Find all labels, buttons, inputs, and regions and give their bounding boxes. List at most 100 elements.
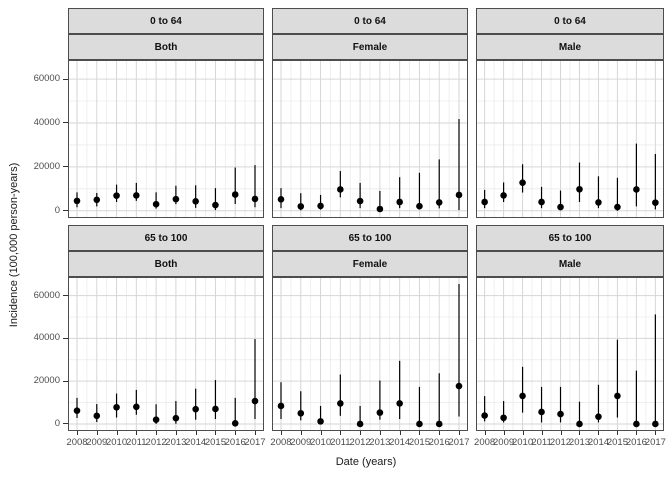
pointrange-2015 xyxy=(416,172,423,210)
point-estimate xyxy=(212,405,219,413)
x-tick-mark xyxy=(360,431,362,435)
x-tick-mark xyxy=(379,431,381,435)
point-estimate xyxy=(633,186,640,193)
x-tick-label: 2010 xyxy=(511,437,534,448)
x-tick-label: 2008 xyxy=(66,437,88,448)
strip-sex-female: Female xyxy=(272,251,468,277)
x-tick-mark xyxy=(598,431,600,435)
x-tick-mark xyxy=(255,431,256,435)
point-estimate xyxy=(317,418,324,425)
strip-sex-label: Male xyxy=(558,41,582,53)
pointrange-2013 xyxy=(172,401,180,424)
x-tick-label: 2012 xyxy=(549,437,572,448)
point-estimate xyxy=(93,412,101,420)
pointrange-series xyxy=(277,284,463,428)
strip-age-65-to-100: 65 to 100 xyxy=(272,225,468,251)
x-tick-mark xyxy=(503,431,505,435)
point-estimate xyxy=(133,403,140,411)
pointrange-series xyxy=(73,165,259,211)
x-tick-label: 2013 xyxy=(165,437,187,448)
pointrange-2013 xyxy=(576,401,583,428)
point-estimate xyxy=(172,195,180,203)
x-tick-label: 2013 xyxy=(568,437,591,448)
facet-panel-65-to-100-both xyxy=(68,277,264,431)
strip-age-label: 0 to 64 xyxy=(354,15,386,27)
point-estimate xyxy=(595,199,602,206)
pointrange-2013 xyxy=(172,185,180,205)
point-estimate xyxy=(416,202,423,210)
strip-sex-label: Both xyxy=(154,41,178,53)
pointrange-2011 xyxy=(538,186,545,209)
point-estimate xyxy=(113,192,120,199)
x-tick-label: 2010 xyxy=(105,437,128,448)
pointrange-2015 xyxy=(212,188,219,211)
x-tick-mark xyxy=(579,431,581,435)
pointrange-series xyxy=(73,339,259,427)
x-tick-label: 2016 xyxy=(428,437,450,448)
x-tick-label: 2011 xyxy=(126,437,147,448)
pointrange-2016 xyxy=(231,167,239,204)
y-tick-mark xyxy=(63,166,68,168)
pointrange-2017 xyxy=(455,284,463,417)
panel-border xyxy=(476,277,664,431)
pointrange-2012 xyxy=(356,405,364,428)
point-estimate xyxy=(595,413,602,420)
x-tick-mark xyxy=(215,431,217,435)
pointrange-series xyxy=(277,119,463,213)
y-tick-mark xyxy=(63,122,68,124)
point-estimate xyxy=(538,198,545,206)
x-tick-mark xyxy=(399,431,401,435)
x-tick-label: 2009 xyxy=(290,437,312,448)
x-tick-label: 2010 xyxy=(309,437,332,448)
pointrange-2009 xyxy=(93,404,101,423)
strip-age-0-to-64: 0 to 64 xyxy=(68,8,264,34)
point-estimate xyxy=(500,414,507,422)
strip-sex-male: Male xyxy=(476,251,664,277)
point-estimate xyxy=(652,420,659,428)
x-tick-mark xyxy=(655,431,657,435)
point-estimate xyxy=(277,402,285,410)
pointrange-2010 xyxy=(317,405,324,425)
x-tick-mark xyxy=(77,431,78,435)
y-tick-label: 40000 xyxy=(33,332,60,344)
grid-minor xyxy=(68,60,264,218)
x-tick-mark xyxy=(320,431,322,435)
pointrange-2009 xyxy=(93,192,101,207)
point-estimate xyxy=(251,397,259,405)
pointrange-2016 xyxy=(633,370,640,428)
x-tick-mark xyxy=(300,431,302,435)
y-tick-label: 20000 xyxy=(33,375,60,387)
strip-age-label: 65 to 100 xyxy=(144,232,188,244)
x-tick-label: 2017 xyxy=(644,437,666,448)
y-tick-mark xyxy=(63,337,68,339)
pointrange-2014 xyxy=(595,384,602,423)
y-tick-label: 40000 xyxy=(33,116,60,128)
point-estimate xyxy=(435,199,443,206)
point-estimate xyxy=(277,196,285,203)
pointrange-2010 xyxy=(519,164,526,193)
facet-panel-0-to-64-female xyxy=(272,60,468,218)
pointrange-2012 xyxy=(152,404,160,424)
point-estimate xyxy=(435,420,443,428)
point-estimate xyxy=(538,408,545,416)
point-estimate xyxy=(481,198,488,206)
pointrange-2017 xyxy=(455,119,463,211)
pointrange-2011 xyxy=(337,171,344,198)
panel-border xyxy=(272,60,468,218)
pointrange-2010 xyxy=(113,393,120,418)
pointrange-2008 xyxy=(277,188,285,209)
point-estimate xyxy=(557,203,564,211)
point-estimate xyxy=(113,403,120,411)
y-tick-label: 0 xyxy=(54,417,60,429)
grid-minor xyxy=(272,277,468,431)
point-estimate xyxy=(356,420,364,428)
point-estimate xyxy=(297,203,305,210)
pointrange-2016 xyxy=(231,397,239,427)
point-estimate xyxy=(652,199,659,206)
point-estimate xyxy=(633,420,640,428)
x-tick-mark xyxy=(617,431,619,435)
pointrange-2014 xyxy=(192,388,199,420)
x-tick-mark xyxy=(439,431,441,435)
point-estimate xyxy=(133,192,140,199)
